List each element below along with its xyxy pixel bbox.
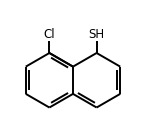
Text: SH: SH xyxy=(88,28,105,41)
Text: Cl: Cl xyxy=(44,28,55,41)
